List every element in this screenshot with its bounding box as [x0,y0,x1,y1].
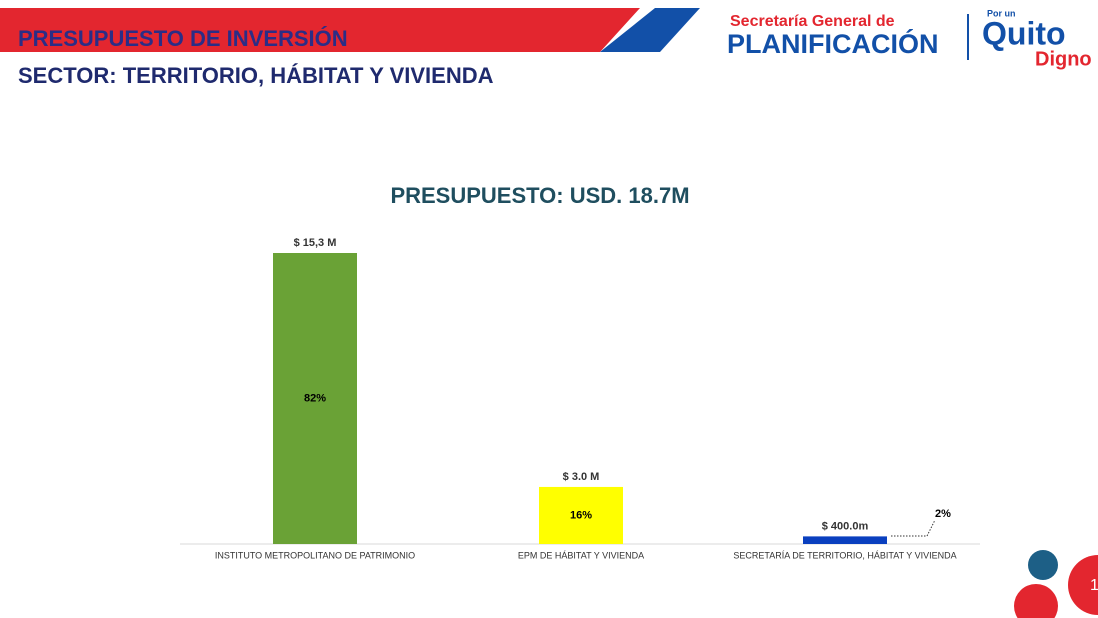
value-label: $ 3.0 M [563,471,600,483]
share-leader [891,519,936,537]
x-tick-label: INSTITUTO METROPOLITANO DE PATRIMONIO [215,550,415,560]
bar [273,253,357,544]
bar [803,536,887,544]
bar [539,486,623,544]
value-label: $ 15,3 M [294,237,337,249]
logo-small: Por un [987,8,1016,18]
header-band [0,8,640,52]
logo-top: Secretaría General de [730,13,895,30]
deco-circle [1028,550,1058,580]
header-title: PRESUPUESTO DE INVERSIÓN [18,26,348,51]
page-number: 1 [1090,577,1098,594]
deco-circle [1068,555,1098,615]
logo-digno: Digno [1035,48,1092,70]
header-stripe [600,8,700,52]
x-tick-label: SECRETARÍA DE TERRITORIO, HÁBITAT Y VIVI… [733,550,956,560]
share-label: 2% [935,508,951,520]
share-label: 16% [570,509,592,521]
chart-title: PRESUPUESTO: USD. 18.7M [390,183,689,208]
logo-quito: Quito [982,15,1066,51]
header-subtitle: SECTOR: TERRITORIO, HÁBITAT Y VIVIENDA [18,63,494,88]
logo-main: PLANIFICACIÓN [727,28,939,59]
deco-circle [1014,584,1058,618]
value-label: $ 400.0m [822,520,869,532]
share-label: 82% [304,392,326,404]
x-tick-label: EPM DE HÁBITAT Y VIVIENDA [518,550,644,560]
